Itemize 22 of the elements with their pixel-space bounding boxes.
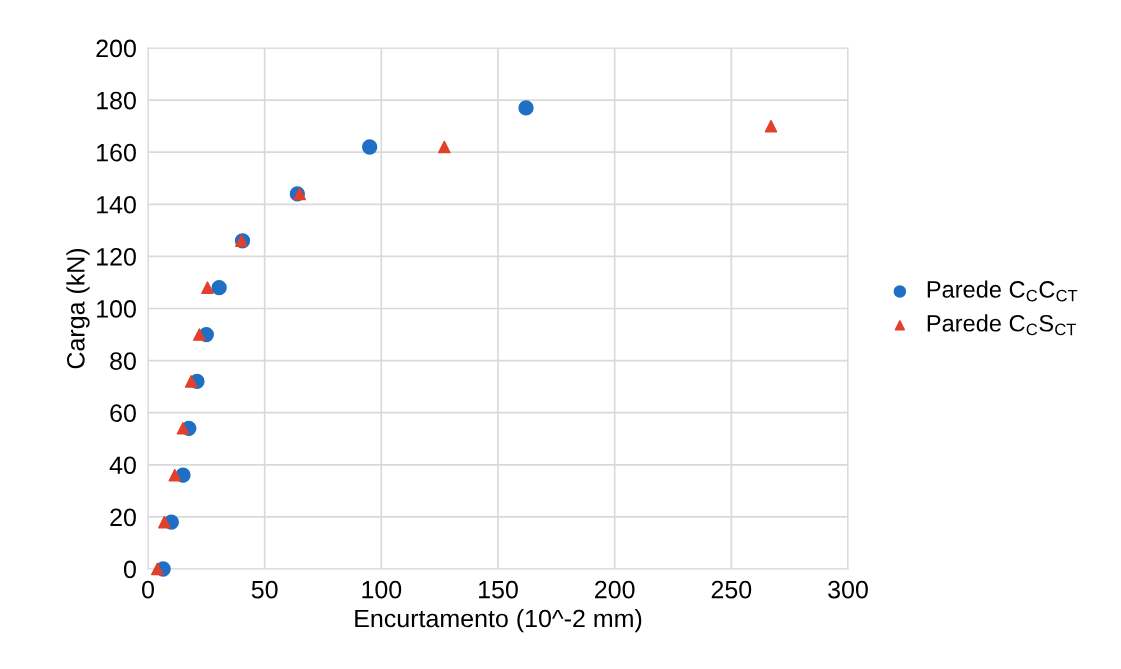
legend-label: Parede C$_{C}$S$_{CT}$	[927, 314, 1076, 336]
y-tick-label: 80	[110, 352, 136, 370]
x-tick-label: 150	[479, 580, 518, 599]
y-tick-label: 160	[97, 143, 136, 162]
y-axis-title: Carga (kN)	[66, 248, 90, 369]
y-tick-label: 140	[97, 195, 136, 214]
x-tick-label: 50	[251, 580, 278, 599]
y-tick-label: 60	[110, 404, 136, 422]
y-tick-label: 180	[97, 91, 136, 110]
y-tick-label: 40	[109, 456, 136, 475]
y-tick-label: 100	[97, 300, 136, 318]
x-tick-label: 200	[595, 580, 635, 599]
x-tick-label: 250	[711, 580, 752, 599]
x-axis-title: Encurtamento (10^-2 mm)	[355, 608, 642, 633]
y-tick-label: 120	[97, 248, 136, 266]
x-tick-label: 100	[362, 580, 402, 599]
y-tick-label: 0	[123, 560, 136, 579]
y-tick-label: 20	[110, 508, 136, 527]
y-tick-label: 200	[96, 39, 136, 58]
x-tick-label: 0	[142, 580, 154, 599]
x-tick-label: 300	[828, 580, 868, 599]
legend-label: Parede C$_{C}$C$_{CT}$	[927, 280, 1078, 302]
